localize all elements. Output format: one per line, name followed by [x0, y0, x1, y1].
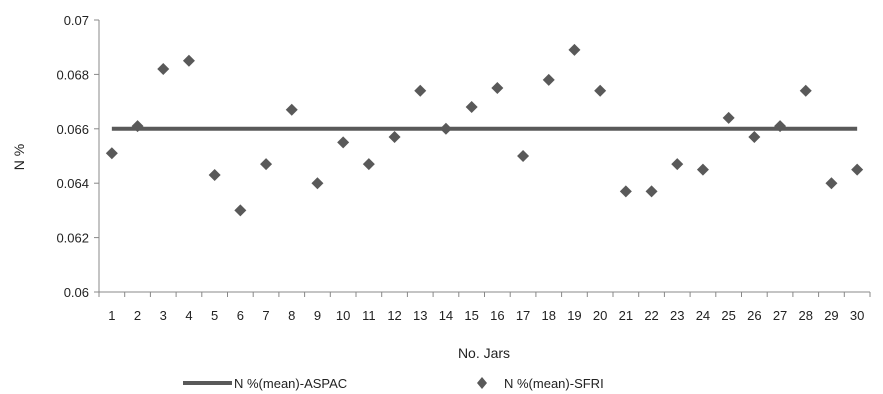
legend-diamond-swatch-sfri — [477, 377, 487, 389]
data-point-sfri — [337, 136, 350, 149]
x-tick-label: 30 — [850, 308, 864, 323]
plot-area — [105, 43, 864, 217]
x-tick-label: 20 — [593, 308, 607, 323]
x-tick-label: 23 — [670, 308, 684, 323]
data-point-sfri — [696, 163, 709, 176]
x-tick-label: 25 — [721, 308, 735, 323]
y-tick-label: 0.066 — [56, 122, 89, 137]
x-tick-label: 2 — [134, 308, 141, 323]
x-tick-label: 7 — [262, 308, 269, 323]
data-point-sfri — [285, 103, 298, 116]
x-tick-label: 22 — [644, 308, 658, 323]
data-point-sfri — [260, 158, 273, 171]
x-tick-label: 14 — [439, 308, 453, 323]
x-tick-label: 15 — [464, 308, 478, 323]
x-tick-label: 9 — [314, 308, 321, 323]
data-point-sfri — [491, 82, 504, 94]
x-tick-label: 12 — [387, 308, 401, 323]
x-tick-label: 27 — [773, 308, 787, 323]
data-point-sfri — [619, 185, 632, 198]
x-tick-label: 5 — [211, 308, 218, 323]
x-tick-label: 29 — [824, 308, 838, 323]
x-tick-label: 3 — [160, 308, 167, 323]
x-tick-label: 6 — [237, 308, 244, 323]
x-tick-label: 21 — [619, 308, 633, 323]
x-tick-label: 1 — [108, 308, 115, 323]
y-tick-label: 0.07 — [64, 13, 89, 28]
data-point-sfri — [568, 43, 581, 56]
x-tick-label: 13 — [413, 308, 427, 323]
data-point-sfri — [182, 54, 195, 67]
data-point-sfri — [594, 84, 607, 97]
data-point-sfri — [131, 120, 144, 133]
data-point-sfri — [645, 185, 658, 198]
data-point-sfri — [362, 158, 375, 171]
data-point-sfri — [748, 130, 761, 143]
data-point-sfri — [105, 147, 118, 160]
legend-label-sfri: N %(mean)-SFRI — [504, 376, 604, 391]
x-axis-title: No. Jars — [458, 345, 510, 361]
x-tick-label: 11 — [362, 308, 376, 323]
x-tick-label: 17 — [516, 308, 530, 323]
y-tick-label: 0.062 — [56, 231, 89, 246]
y-axis: 0.06 0.062 0.064 0.066 0.068 0.07 — [56, 13, 100, 300]
x-tick-label: 18 — [542, 308, 556, 323]
x-tick-label: 26 — [747, 308, 761, 323]
legend-label-aspac: N %(mean)-ASPAC — [234, 376, 347, 391]
y-tick-label: 0.06 — [64, 285, 89, 300]
data-point-sfri — [234, 204, 247, 217]
y-axis-title: N % — [11, 144, 27, 170]
y-tick-labels: 0.06 0.062 0.064 0.066 0.068 0.07 — [56, 13, 99, 300]
x-tick-label: 4 — [185, 308, 192, 323]
data-point-sfri — [414, 84, 427, 97]
data-point-sfri — [465, 101, 478, 114]
data-point-sfri — [439, 122, 452, 135]
data-point-sfri — [722, 111, 735, 124]
data-point-sfri — [542, 73, 555, 86]
data-point-sfri — [388, 130, 401, 143]
y-tick-label: 0.068 — [56, 67, 89, 82]
legend: N %(mean)-ASPAC N %(mean)-SFRI — [183, 376, 604, 391]
data-point-sfri — [517, 150, 530, 162]
data-point-sfri — [851, 163, 864, 176]
x-axis: 1 2 3 4 5 6 7 8 9 10 11 12 13 14 15 16 17 18 19 20 21 22 23 24 2… — [98, 291, 871, 323]
data-point-sfri — [799, 84, 812, 97]
data-point-sfri — [825, 177, 838, 190]
x-tick-label: 28 — [799, 308, 813, 323]
x-tick-label: 19 — [567, 308, 581, 323]
data-point-sfri — [311, 177, 324, 190]
x-tick-label: 24 — [696, 308, 710, 323]
y-tick-label: 0.064 — [56, 176, 89, 191]
x-tick-label: 8 — [288, 308, 295, 323]
data-point-sfri — [774, 120, 787, 133]
x-tick-label: 10 — [336, 308, 350, 323]
data-point-sfri — [157, 62, 170, 75]
data-point-sfri — [671, 158, 684, 171]
x-tick-labels: 1 2 3 4 5 6 7 8 9 10 11 12 13 14 15 16 17 18 19 20 21 22 23 24 2… — [98, 292, 871, 323]
data-point-sfri — [208, 169, 221, 182]
x-tick-label: 16 — [490, 308, 504, 323]
